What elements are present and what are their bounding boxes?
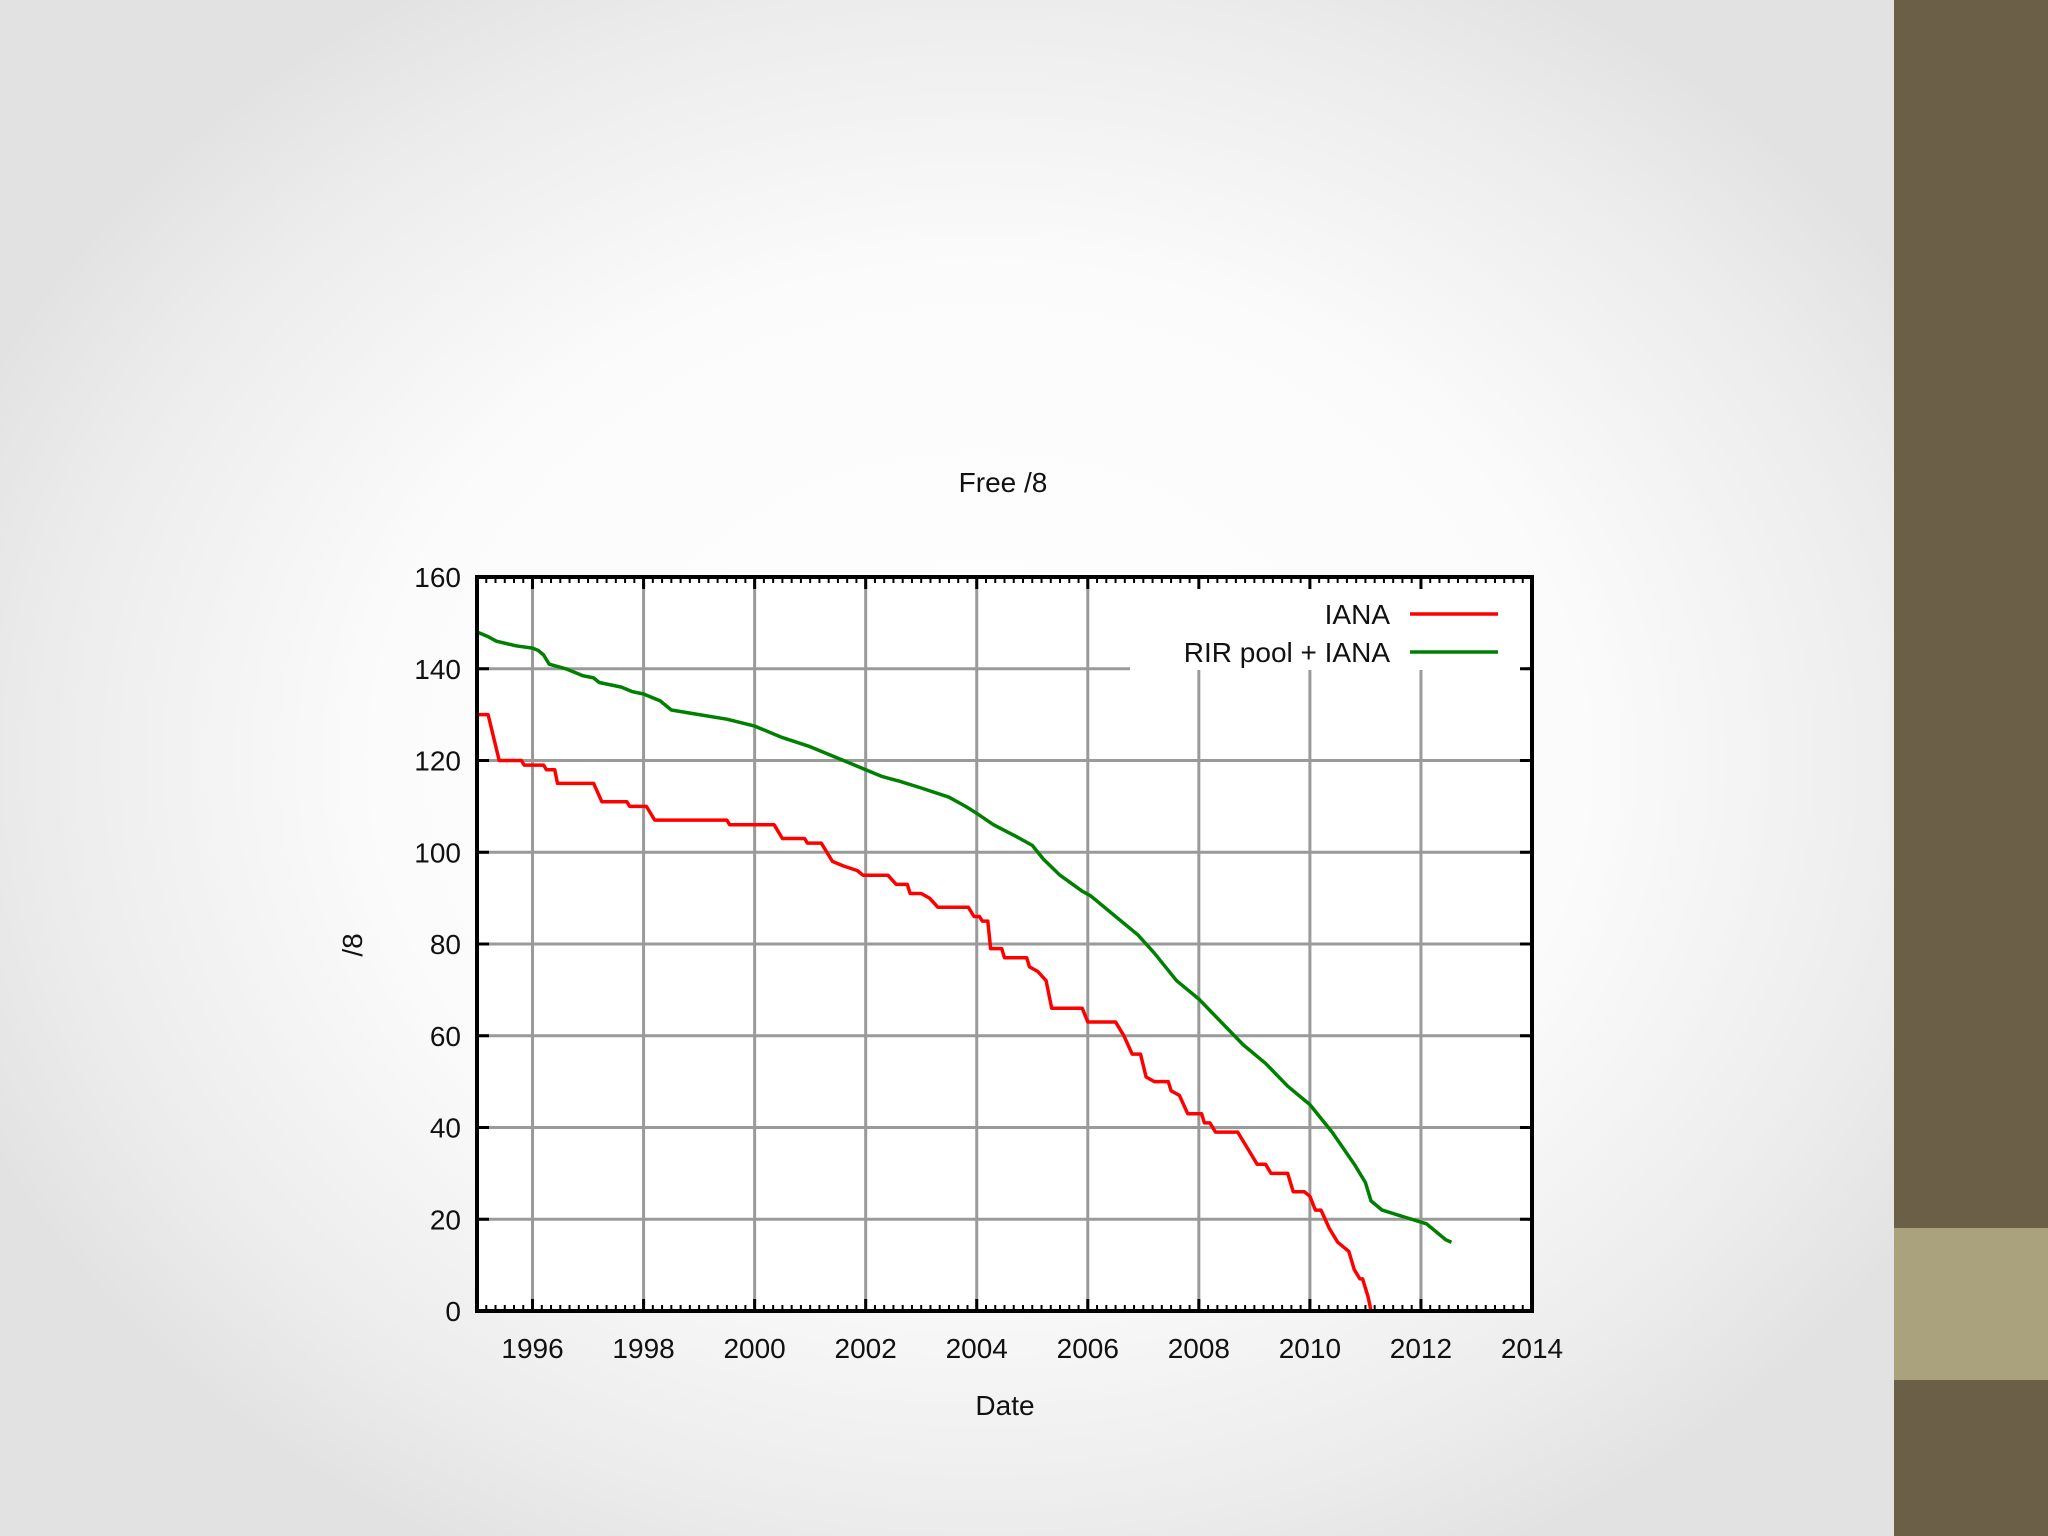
y-tick-label: 80: [430, 929, 461, 960]
legend-label: IANA: [1325, 599, 1391, 630]
y-tick-label: 0: [445, 1296, 461, 1327]
y-axis-label: /8: [337, 933, 368, 956]
y-tick-label: 20: [430, 1204, 461, 1235]
plot-frame: [475, 575, 1534, 1313]
x-tick-label: 2002: [835, 1333, 897, 1364]
x-tick-label: 1998: [612, 1333, 674, 1364]
legend-label: RIR pool + IANA: [1184, 637, 1391, 668]
y-tick-label: 140: [414, 654, 461, 685]
series-line-iana: [477, 712, 1449, 1313]
x-tick-label: 1996: [501, 1333, 563, 1364]
y-tick-label: 60: [430, 1021, 461, 1052]
x-tick-label: 2010: [1279, 1333, 1341, 1364]
x-tick-label: 2000: [723, 1333, 785, 1364]
y-tick-label: 120: [414, 746, 461, 777]
chart-title: Free /8: [959, 467, 1048, 498]
plot-area: 1996 1998 2000 2002 2004 2006 2008 2010 2012 2014…: [414, 562, 1563, 1364]
x-tick-label: 2004: [946, 1333, 1008, 1364]
x-tick-label: 2006: [1057, 1333, 1119, 1364]
y-tick-label: 160: [414, 562, 461, 593]
x-tick-label: 2008: [1168, 1333, 1230, 1364]
slide-side-accent: [1894, 1228, 2048, 1380]
y-tick-label: 100: [414, 837, 461, 868]
x-axis-label: Date: [975, 1390, 1034, 1421]
x-tick-label: 2014: [1501, 1333, 1563, 1364]
x-tick-label: 2012: [1390, 1333, 1452, 1364]
y-tick-label: 40: [430, 1113, 461, 1144]
series-line-rir-pool-iana: [476, 630, 1453, 1244]
